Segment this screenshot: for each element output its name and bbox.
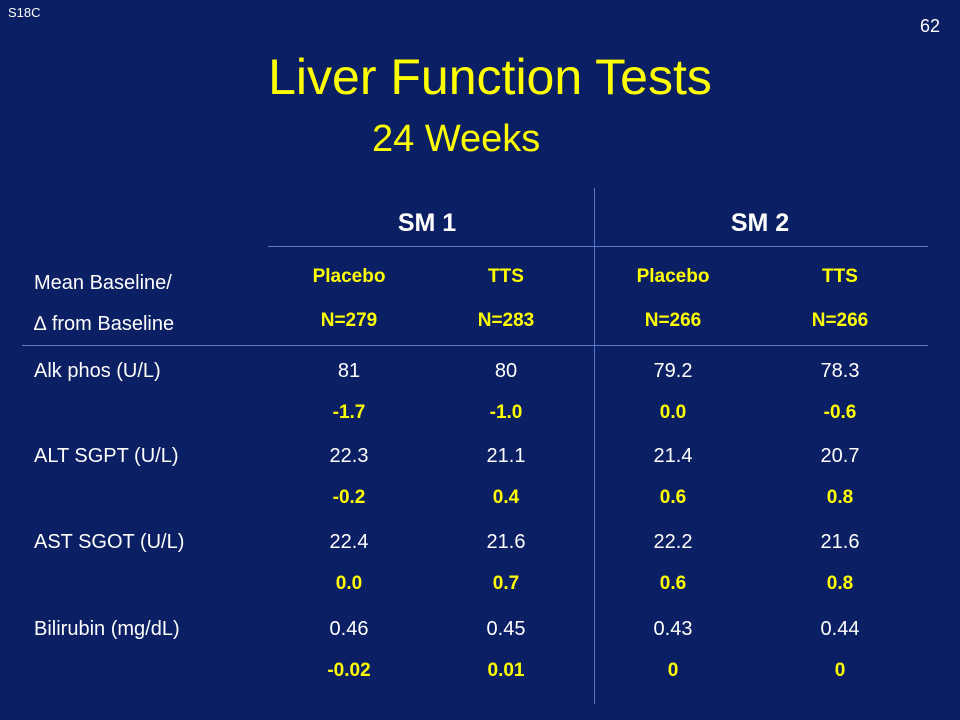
change-value: 0.0 bbox=[335, 573, 363, 594]
baseline-value: 21.6 bbox=[486, 531, 526, 553]
change-value: -0.6 bbox=[823, 402, 857, 423]
baseline-value: 21.1 bbox=[486, 445, 526, 467]
baseline-value: 81 bbox=[337, 360, 361, 382]
baseline-value: 79.2 bbox=[653, 360, 693, 382]
change-value: -0.02 bbox=[327, 660, 371, 681]
row-label: Alk phos (U/L) bbox=[34, 360, 161, 382]
change-value: -1.0 bbox=[489, 402, 523, 423]
baseline-value: 0.44 bbox=[820, 618, 860, 640]
baseline-value: 80 bbox=[494, 360, 518, 382]
change-value: 0.01 bbox=[487, 660, 525, 681]
baseline-value: 22.2 bbox=[653, 531, 693, 553]
group-header-sm2: SM 2 bbox=[730, 209, 790, 237]
col-header-n: N=279 bbox=[320, 310, 378, 331]
change-value: 0.8 bbox=[826, 487, 854, 508]
slide-code: S18C bbox=[8, 5, 41, 20]
baseline-value: 22.4 bbox=[329, 531, 369, 553]
change-value: 0 bbox=[834, 660, 846, 681]
baseline-value: 22.3 bbox=[329, 445, 369, 467]
col-header-n: N=266 bbox=[811, 310, 869, 331]
slide-number: 62 bbox=[919, 16, 940, 36]
row-header-line2-text: from Baseline bbox=[51, 313, 175, 335]
change-value: 0.4 bbox=[492, 487, 520, 508]
baseline-value: 78.3 bbox=[820, 360, 860, 382]
slide-title: Liver Function Tests bbox=[268, 49, 712, 105]
baseline-value: 21.6 bbox=[820, 531, 860, 553]
row-header-line1: Mean Baseline/ bbox=[34, 272, 172, 294]
baseline-value: 0.45 bbox=[486, 618, 526, 640]
baseline-value: 21.4 bbox=[653, 445, 693, 467]
change-value: 0.6 bbox=[659, 487, 687, 508]
change-value: 0.6 bbox=[659, 573, 687, 594]
change-value: 0.0 bbox=[659, 402, 687, 423]
delta-symbol: ∆ bbox=[34, 313, 47, 335]
change-value: 0.7 bbox=[492, 573, 520, 594]
row-header-line2: ∆ from Baseline bbox=[34, 313, 174, 336]
row-label: Bilirubin (mg/dL) bbox=[34, 618, 180, 640]
header-rule bbox=[22, 345, 928, 346]
group-divider-vertical bbox=[594, 188, 595, 704]
baseline-value: 0.43 bbox=[653, 618, 693, 640]
group-header-sm1: SM 1 bbox=[397, 209, 457, 237]
baseline-value: 20.7 bbox=[820, 445, 860, 467]
col-header-n: N=283 bbox=[477, 310, 535, 331]
row-label: ALT SGPT (U/L) bbox=[34, 445, 179, 467]
col-header-arm: Placebo bbox=[636, 266, 710, 287]
col-header-arm: TTS bbox=[822, 266, 858, 287]
change-value: -1.7 bbox=[332, 402, 366, 423]
change-value: 0 bbox=[667, 660, 679, 681]
col-header-arm: Placebo bbox=[312, 266, 386, 287]
baseline-value: 0.46 bbox=[329, 618, 369, 640]
change-value: 0.8 bbox=[826, 573, 854, 594]
slide-subtitle: 24 Weeks bbox=[372, 118, 541, 160]
row-label: AST SGOT (U/L) bbox=[34, 531, 185, 553]
col-header-n: N=266 bbox=[644, 310, 702, 331]
col-header-arm: TTS bbox=[488, 266, 524, 287]
change-value: -0.2 bbox=[332, 487, 366, 508]
group-header-rule bbox=[268, 246, 928, 247]
